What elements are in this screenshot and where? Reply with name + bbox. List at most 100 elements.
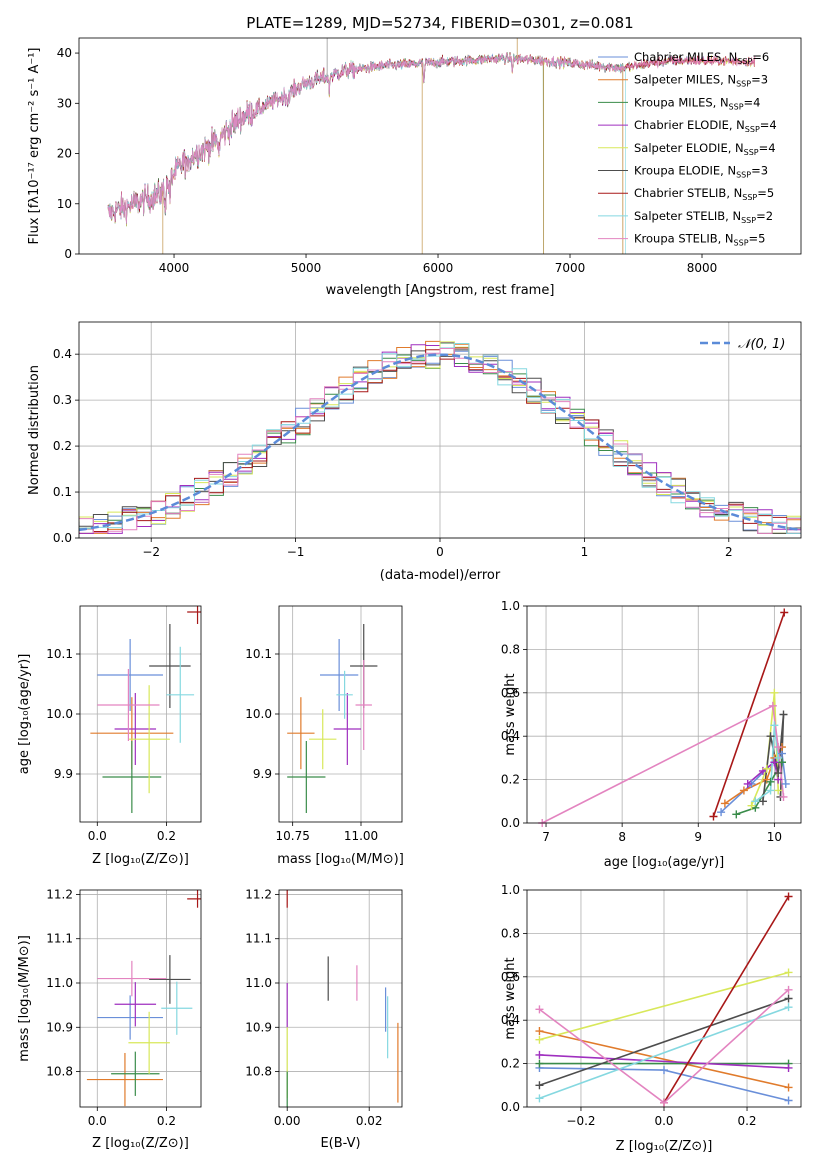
x-tick-label: 0.2 — [737, 1114, 756, 1128]
x-tick-label: 4000 — [159, 261, 190, 275]
x-tick-label: −1 — [287, 545, 305, 559]
z-age-panel: 0.0 0.2 9.9 10.0 10.1 Z [log₁₀(Z/Z⊙)] age [log… — [17, 605, 202, 867]
legend-label-4: Salpeter ELODIE, NSSP=4 — [634, 141, 776, 157]
mass-age-panel: 10.75 11.00 9.9 10.0 10.1 mass [log₁₀(M/M⊙)] — [245, 605, 404, 867]
spectrum-line-7 — [107, 52, 626, 254]
y-tick-label: 10.0 — [245, 707, 272, 721]
axes-frame — [526, 889, 802, 1108]
y-tick-label: 0.8 — [501, 926, 520, 940]
data-point — [766, 777, 775, 786]
y-tick-label: 20 — [57, 147, 72, 161]
x-tick-label: 1 — [581, 545, 589, 559]
legend-label-sub: SSP — [736, 171, 751, 180]
data-point — [784, 1003, 793, 1012]
axes-frame — [78, 321, 802, 539]
z-massweight-panel: −0.2 0.0 0.2 0.0 0.2 0.4 0.6 0.8 1.0 Z [log₁₀(Z/Z… — [501, 883, 802, 1154]
data-point — [535, 1059, 544, 1068]
y-tick-label: 0.8 — [501, 642, 520, 656]
axes-frame — [78, 37, 802, 255]
spectrum-line-5 — [107, 51, 690, 224]
legend-label-sub: SSP — [737, 57, 752, 66]
legend-label-1: Salpeter MILES, NSSP=3 — [634, 73, 768, 89]
y-tick-label: 0.2 — [53, 439, 72, 453]
x-tick-label: 0.0 — [88, 1114, 107, 1128]
legend-label-text: Salpeter MILES, N — [634, 73, 736, 87]
legend-label-7: Salpeter STELIB, NSSP=2 — [634, 209, 773, 225]
y-tick-label: 40 — [57, 46, 72, 60]
series-line-3 — [539, 1054, 789, 1069]
legend-label-suffix: =4 — [759, 141, 776, 155]
spectrum-line-1 — [107, 52, 624, 254]
legend-label-text: Salpeter STELIB, N — [634, 209, 741, 223]
data-point — [717, 808, 726, 817]
x-tick-label: 7000 — [555, 261, 586, 275]
x-tick-label: 10 — [767, 830, 782, 844]
data-point — [770, 758, 779, 767]
legend-label-2: Kroupa MILES, NSSP=4 — [634, 95, 760, 111]
y-tick-label: 9.9 — [54, 767, 73, 781]
x-tick-label: 0.00 — [274, 1114, 301, 1128]
x-tick-label: −2 — [142, 545, 160, 559]
data-point — [784, 994, 793, 1003]
x-tick-label: 8000 — [687, 261, 718, 275]
legend-label-0: Chabrier MILES, NSSP=6 — [634, 50, 769, 66]
series-line-3 — [747, 760, 779, 785]
data-point — [766, 732, 775, 741]
data-point — [784, 892, 793, 901]
ebv-mass-panel: 0.00 0.02 10.8 10.9 11.0 11.1 11.2 E(B-V) — [245, 887, 403, 1151]
x-tick-label: −0.2 — [566, 1114, 595, 1128]
x-tick-label: 11.00 — [344, 829, 378, 843]
x-axis-label: Z [log₁₀(Z/Z⊙)] — [92, 852, 189, 867]
data-point — [774, 743, 783, 752]
data-point — [535, 1035, 544, 1044]
series-line-7 — [539, 1006, 789, 1100]
y-tick-label: 11.0 — [245, 976, 272, 990]
y-tick-label: 1.0 — [501, 599, 520, 613]
data-point — [780, 608, 789, 617]
data-point — [781, 779, 790, 788]
y-axis-label: age [log₁₀(age/yr)] — [17, 654, 32, 775]
data-point — [758, 797, 767, 806]
series-line-8 — [541, 704, 785, 823]
data-point — [774, 753, 783, 762]
age-massweight-panel: 7 8 9 10 0.0 0.2 0.4 0.6 0.8 1.0 age [log₁₀(age/yr… — [501, 599, 802, 870]
legend-label-suffix: =3 — [751, 164, 768, 178]
data-point — [535, 1081, 544, 1090]
x-axis-label: Z [log₁₀(Z/Z⊙)] — [616, 1139, 713, 1154]
plot-area — [541, 612, 787, 823]
y-axis-label: mass [log₁₀(M/M⊙)] — [17, 935, 32, 1062]
legend-label-suffix: =4 — [744, 95, 761, 109]
data-point — [720, 799, 729, 808]
data-point — [762, 764, 771, 773]
data-point — [732, 810, 741, 819]
legend-label-6: Chabrier STELIB, NSSP=5 — [634, 186, 774, 202]
data-point — [535, 1094, 544, 1103]
y-tick-label: 0.0 — [53, 531, 72, 545]
legend-label-sub: SSP — [736, 80, 751, 89]
x-tick-label: 9 — [694, 830, 702, 844]
legend-label-sub: SSP — [745, 125, 760, 134]
legend-label-text: Salpeter ELODIE, N — [634, 141, 744, 155]
legend-label-text: Kroupa ELODIE, N — [634, 164, 736, 178]
data-point — [784, 968, 793, 977]
y-tick-label: 10 — [57, 197, 72, 211]
legend-label-sub: SSP — [734, 239, 749, 248]
data-point — [747, 801, 756, 810]
residual-histogram-panel: −2 −1 0 1 2 0.0 0.1 0.2 0.3 0.4 (data-model)/error… — [27, 321, 802, 583]
x-tick-label: 8 — [618, 830, 626, 844]
y-tick-label: 0.1 — [53, 485, 72, 499]
legend-label-text: Chabrier MILES, N — [634, 50, 737, 64]
legend-label-text: Kroupa STELIB, N — [634, 232, 734, 246]
legend-label-normal: 𝒩(0, 1) — [738, 337, 785, 352]
legend-label-suffix: =2 — [756, 209, 773, 223]
y-tick-label: 0.4 — [53, 347, 72, 361]
chart-title: PLATE=1289, MJD=52734, FIBERID=0301, z=0… — [246, 14, 633, 32]
y-tick-label: 10.8 — [245, 1065, 272, 1079]
plot-area — [107, 38, 756, 254]
y-tick-label: 0.2 — [501, 773, 520, 787]
x-tick-label: 0.02 — [356, 1114, 383, 1128]
plot-area — [86, 890, 201, 1107]
legend-label-suffix: =3 — [751, 73, 768, 87]
